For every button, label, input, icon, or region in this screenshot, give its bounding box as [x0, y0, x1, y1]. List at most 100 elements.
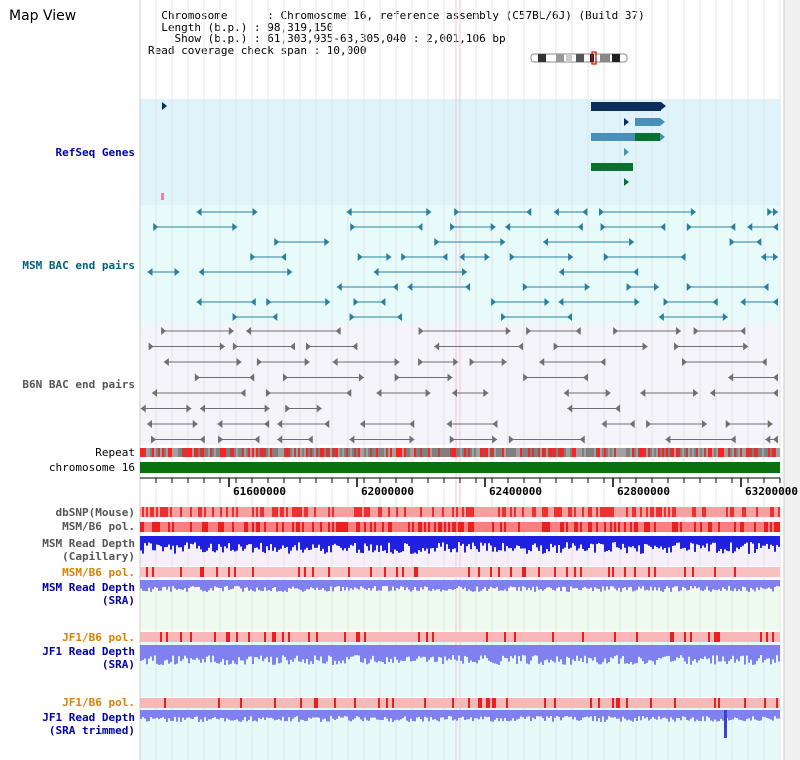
repeat-cell: [450, 448, 452, 457]
heat-cell: [492, 632, 494, 642]
heat-cell: [644, 698, 646, 708]
repeat-cell: [756, 448, 758, 457]
depth-bar: [526, 645, 528, 664]
heat-cell: [288, 507, 290, 517]
depth-bar: [252, 645, 254, 665]
heat-cell: [558, 507, 560, 517]
heat-cell: [252, 632, 254, 642]
depth-bar: [468, 536, 470, 545]
heat-cell: [514, 632, 516, 642]
heat-cell: [432, 507, 434, 517]
heat-cell: [714, 522, 716, 532]
heat-cell: [174, 567, 176, 577]
track-label-msm-b6-pol-1[interactable]: MSM/B6 pol.: [62, 520, 135, 533]
repeat-cell: [694, 448, 696, 457]
repeat-cell: [394, 448, 396, 457]
depth-bar: [404, 536, 406, 544]
heat-cell: [510, 632, 512, 642]
heat-cell: [696, 522, 698, 532]
track-label-msm-b6-pol-2[interactable]: MSM/B6 pol.: [62, 566, 135, 579]
track-label-jf1-b6-pol-2[interactable]: JF1/B6 pol.: [62, 696, 135, 709]
track-label-jf1-depth-trimmed[interactable]: JF1 Read Depth: [42, 711, 135, 724]
depth-bar: [498, 645, 500, 665]
track-label-jf1-b6-pol-1[interactable]: JF1/B6 pol.: [62, 631, 135, 644]
repeat-cell: [764, 448, 766, 457]
depth-bar: [446, 710, 448, 720]
heat-cell: [774, 567, 776, 577]
heat-cell: [524, 567, 526, 577]
repeat-cell: [266, 448, 268, 457]
track-label-msm-depth-capillary[interactable]: MSM Read Depth: [42, 537, 135, 550]
depth-bar: [316, 580, 318, 588]
depth-bar: [678, 710, 680, 719]
repeat-cell: [582, 448, 584, 457]
heat-cell: [154, 632, 156, 642]
depth-bar: [412, 580, 414, 591]
track-label-b6n-bac[interactable]: B6N BAC end pairs: [22, 378, 135, 391]
heat-cell: [310, 698, 312, 708]
track-label-repeat[interactable]: Repeat: [95, 446, 135, 459]
heat-cell: [272, 567, 274, 577]
repeat-cell: [568, 448, 570, 457]
heat-cell: [582, 632, 584, 642]
track-label-jf1-depth-sra[interactable]: JF1 Read Depth: [42, 645, 135, 658]
depth-bar: [174, 580, 176, 589]
heat-cell: [472, 522, 474, 532]
repeat-cell: [610, 448, 612, 457]
heat-cell: [696, 698, 698, 708]
depth-bar: [598, 710, 600, 719]
depth-bar: [708, 645, 710, 659]
heat-cell: [678, 507, 680, 517]
track-label-refseq[interactable]: RefSeq Genes: [55, 146, 135, 159]
heat-cell: [572, 522, 574, 532]
heat-cell: [638, 632, 640, 642]
depth-bar: [712, 580, 714, 590]
heat-cell: [290, 698, 292, 708]
track-label-chromosome[interactable]: chromosome 16: [48, 461, 135, 474]
heat-cell: [506, 567, 508, 577]
repeat-cell: [766, 448, 768, 457]
depth-bar: [624, 645, 626, 664]
heat-cell: [528, 632, 530, 642]
heat-cell: [340, 698, 342, 708]
heat-cell: [586, 698, 588, 708]
heat-cell: [660, 507, 662, 517]
heat-cell: [434, 507, 436, 517]
repeat-cell: [154, 448, 156, 457]
track-label-msm-bac[interactable]: MSM BAC end pairs: [22, 259, 135, 272]
depth-bar: [180, 645, 182, 662]
depth-bar: [342, 536, 344, 551]
track-label-msm-depth-sra[interactable]: MSM Read Depth: [42, 581, 135, 594]
heat-cell: [370, 507, 372, 517]
strand-arrow: [349, 313, 355, 321]
heat-cell: [526, 522, 528, 532]
depth-bar: [594, 710, 596, 717]
depth-bar: [232, 580, 234, 589]
heat-cell: [636, 567, 638, 577]
depth-bar: [264, 580, 266, 588]
heat-cell: [368, 698, 370, 708]
depth-bar: [182, 580, 184, 590]
heat-cell: [140, 567, 142, 577]
heat-cell: [592, 507, 594, 517]
depth-bar: [202, 710, 204, 722]
depth-bar: [276, 645, 278, 658]
heat-cell: [580, 507, 582, 517]
depth-bar: [282, 645, 284, 656]
heat-cell: [754, 632, 756, 642]
heat-cell: [222, 632, 224, 642]
ruler-tick-3: 62400000: [489, 485, 542, 498]
strand-arrow: [240, 389, 246, 397]
heat-cell: [692, 507, 694, 517]
heat-cell: [224, 567, 226, 577]
heat-cell: [384, 507, 386, 517]
heat-cell: [360, 507, 362, 517]
depth-bar: [308, 645, 310, 665]
track-label-dbsnp[interactable]: dbSNP(Mouse): [55, 506, 135, 519]
depth-bar: [230, 645, 232, 664]
heat-cell: [238, 698, 240, 708]
repeat-cell: [216, 448, 218, 457]
depth-bar: [146, 580, 148, 592]
heat-cell: [616, 507, 618, 517]
